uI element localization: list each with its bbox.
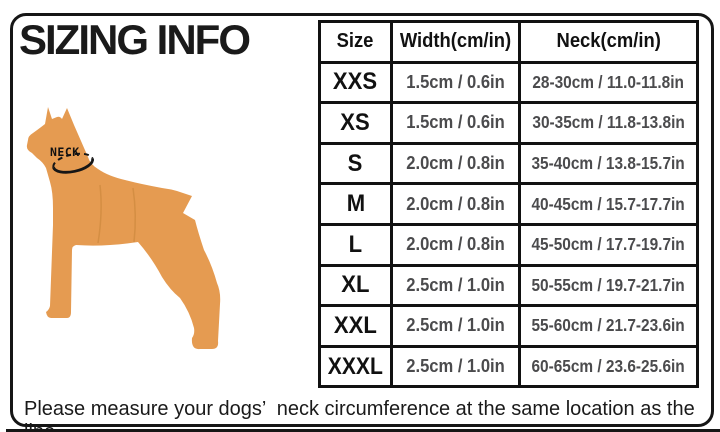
neck-measure-line-solid bbox=[52, 158, 94, 174]
dog-silhouette-image: NECK bbox=[20, 100, 230, 360]
width-value: 2.5cm / 1.0in bbox=[390, 304, 521, 348]
width-value: 2.5cm / 1.0in bbox=[390, 344, 521, 389]
size-value: XXXL bbox=[318, 344, 393, 389]
table-header-row: Size Width(cm/in) Neck(cm/in) bbox=[318, 20, 699, 64]
neck-value: 30-35cm / 11.8-13.8in bbox=[518, 101, 699, 145]
sizing-table: Size Width(cm/in) Neck(cm/in) XXS 1.5cm … bbox=[318, 20, 699, 389]
table-row: XL 2.5cm / 1.0in 50-55cm / 19.7-21.7in bbox=[318, 263, 699, 308]
table-row: XXS 1.5cm / 0.6in 28-30cm / 11.0-11.8in bbox=[318, 60, 699, 105]
column-header-neck: Neck(cm/in) bbox=[518, 20, 699, 64]
width-value: 1.5cm / 0.6in bbox=[390, 101, 521, 145]
measure-instruction-note: Please measure your dogs’ neck circumfer… bbox=[24, 398, 701, 432]
width-value: 2.0cm / 0.8in bbox=[390, 222, 521, 267]
width-value: 1.5cm / 0.6in bbox=[390, 60, 521, 105]
table-row: XS 1.5cm / 0.6in 30-35cm / 11.8-13.8in bbox=[318, 101, 699, 145]
dog-shading-line-flank bbox=[132, 187, 137, 243]
table-row: S 2.0cm / 0.8in 35-40cm / 13.8-15.7in bbox=[318, 141, 699, 186]
table-row: L 2.0cm / 0.8in 45-50cm / 17.7-19.7in bbox=[318, 222, 699, 267]
width-value: 2.0cm / 0.8in bbox=[390, 182, 521, 226]
size-value: XXL bbox=[318, 304, 393, 348]
size-value: M bbox=[318, 182, 393, 226]
column-header-size: Size bbox=[318, 20, 393, 64]
size-value: L bbox=[318, 222, 393, 267]
table-row: XXL 2.5cm / 1.0in 55-60cm / 21.7-23.6in bbox=[318, 304, 699, 348]
neck-value: 28-30cm / 11.0-11.8in bbox=[518, 60, 699, 105]
neck-value: 60-65cm / 23.6-25.6in bbox=[518, 344, 699, 389]
column-header-width: Width(cm/in) bbox=[390, 20, 521, 64]
width-value: 2.5cm / 1.0in bbox=[390, 263, 521, 308]
neck-value: 55-60cm / 21.7-23.6in bbox=[518, 304, 699, 348]
panel-border bbox=[10, 13, 714, 427]
neck-value: 35-40cm / 13.8-15.7in bbox=[518, 141, 699, 186]
size-value: XL bbox=[318, 263, 393, 308]
neck-measure-line-dashed bbox=[52, 152, 94, 168]
size-value: XS bbox=[318, 101, 393, 145]
table-row: XXXL 2.5cm / 1.0in 60-65cm / 23.6-25.6in bbox=[318, 344, 699, 389]
neck-value: 50-55cm / 19.7-21.7in bbox=[518, 263, 699, 308]
dog-body-shape bbox=[26, 107, 221, 350]
dog-shading-line-shoulder bbox=[97, 184, 102, 244]
table-row: M 2.0cm / 0.8in 40-45cm / 15.7-17.7in bbox=[318, 182, 699, 226]
size-value: XXS bbox=[318, 60, 393, 105]
page-title: SIZING INFO bbox=[19, 16, 251, 63]
size-value: S bbox=[318, 141, 393, 186]
neck-value: 45-50cm / 17.7-19.7in bbox=[518, 222, 699, 267]
neck-label: NECK bbox=[50, 145, 80, 159]
neck-value: 40-45cm / 15.7-17.7in bbox=[518, 182, 699, 226]
width-value: 2.0cm / 0.8in bbox=[390, 141, 521, 186]
bottom-divider bbox=[6, 429, 720, 432]
